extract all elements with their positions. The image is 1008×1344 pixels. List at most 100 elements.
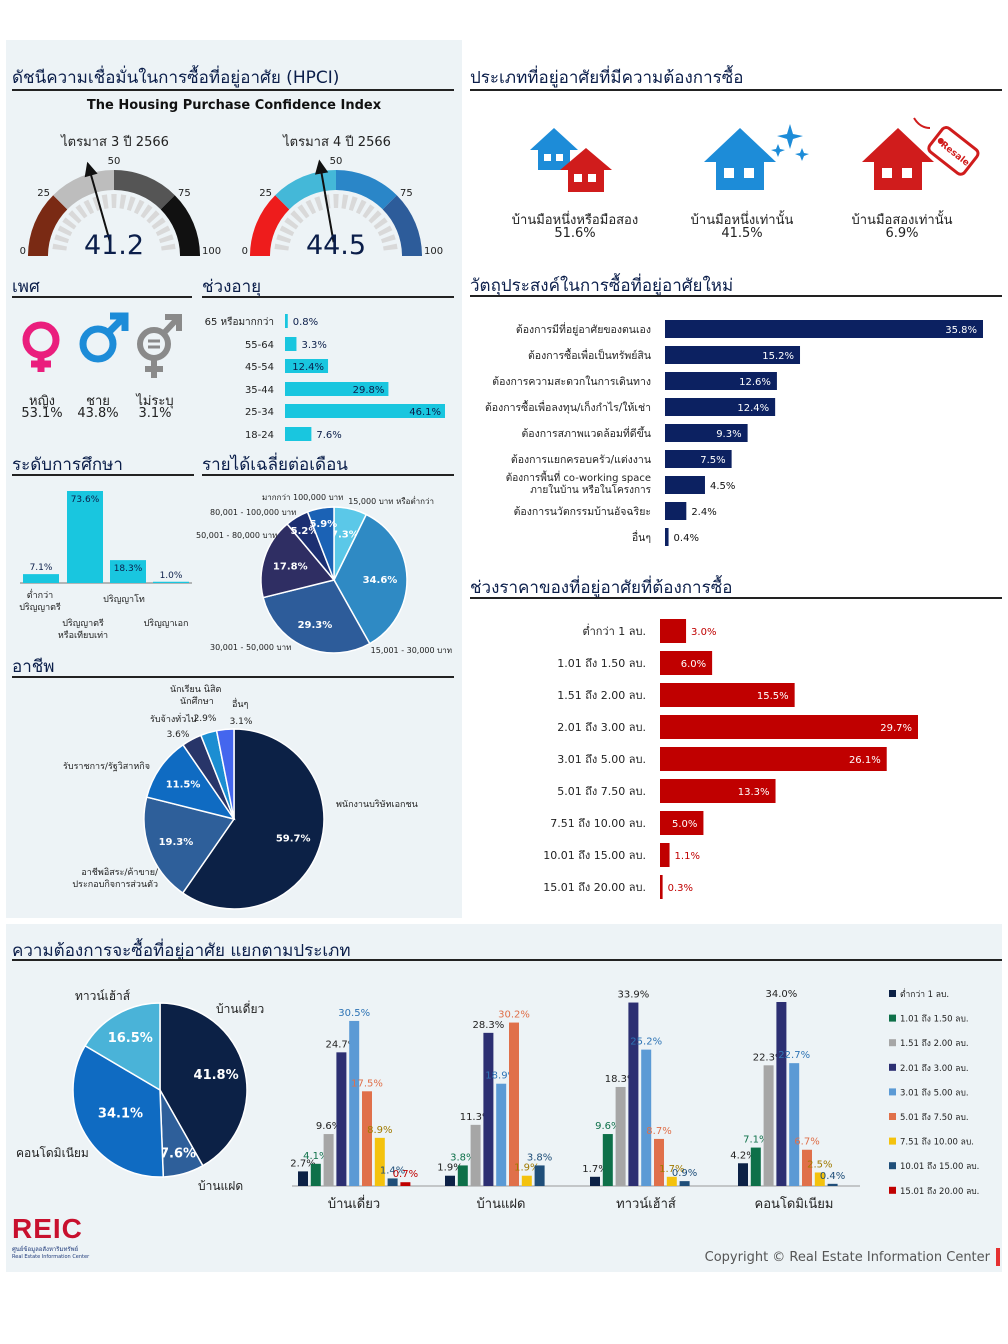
purpose-bar-label: 7.5%: [700, 455, 725, 466]
gauge-1-label: ไตรมาส 3 ปี 2566: [61, 135, 169, 150]
age-title: ช่วงอายุ: [202, 277, 262, 297]
gender-rule: [12, 296, 192, 298]
price-bar: [660, 747, 887, 771]
purpose-category-label: ต้องการพื้นที่ co-working space: [506, 470, 651, 484]
price-bar-label: 5.0%: [672, 819, 697, 830]
purpose-bar: [665, 450, 732, 468]
price-bar: [660, 715, 918, 739]
gender-female-label: หญิง: [29, 394, 55, 409]
reic-logo-text: REIC: [12, 1213, 83, 1244]
type-2-label: บ้านมือหนึ่งเท่านั้น: [690, 213, 794, 228]
price-bar: [660, 683, 795, 707]
copyright-text: Copyright © Real Estate Information Cent…: [704, 1250, 990, 1265]
price-bar: [660, 779, 776, 803]
education-rule: [12, 474, 194, 476]
price-bar-label: 13.3%: [738, 787, 770, 798]
reic-logo-sub-th: ศูนย์ข้อมูลอสังหาริมทรัพย์: [12, 1246, 79, 1253]
purpose-bar-label: 15.2%: [762, 351, 794, 362]
purpose-bar-label: 12.6%: [739, 377, 771, 388]
occupation-rule: [12, 676, 454, 678]
male-icon: [79, 312, 129, 363]
types-rule: [470, 89, 1002, 91]
price-title: ช่วงราคาของที่อยู่อาศัยที่ต้องการซื้อ: [470, 578, 733, 598]
purpose-bar-label: 0.4%: [674, 533, 699, 544]
purpose-category-label: ภายในบ้าน หรือในโครงการ: [530, 483, 651, 496]
purpose-bar: [665, 398, 776, 416]
hpci-title: ดัชนีความเชื่อมั่นในการซื้อที่อยู่อาศัย …: [12, 68, 340, 88]
purpose-bar: [665, 372, 777, 390]
gender-male-label: ชาย: [86, 394, 110, 409]
demand-rule: [12, 959, 1002, 961]
hpci-rule: [12, 89, 454, 91]
price-bar-label: 29.7%: [880, 723, 912, 734]
purpose-title: วัตถุประสงค์ในการซื้อที่อยู่อาศัยใหม่: [470, 276, 734, 296]
price-category-label: 1.01 ถึง 1.50 ลบ.: [557, 657, 646, 670]
age-rule: [202, 296, 454, 298]
purpose-category-label: ต้องการนวัตกรรมบ้านอัจฉริยะ: [514, 506, 651, 518]
new-house-icon: [704, 124, 809, 190]
demand-title: ความต้องการจะซื้อที่อยู่อาศัย แยกตามประเ…: [12, 941, 351, 961]
gender-female-value: 53.1%: [21, 406, 63, 421]
purpose-bar: [665, 320, 983, 338]
price-category-label: 5.01 ถึง 7.50 ลบ.: [557, 785, 646, 798]
purpose-bar: [665, 424, 748, 442]
price-bar-label: 1.1%: [675, 851, 700, 862]
purpose-bar-label: 2.4%: [691, 507, 716, 518]
type-3-value: 6.9%: [885, 226, 919, 241]
price-bar-label: 26.1%: [849, 755, 881, 766]
purpose-category-label: ต้องการมีที่อยู่อาศัยของตนเอง: [516, 322, 651, 336]
purpose-category-label: ต้องการซื้อเพื่อลงทุน/เก็งกำไร/ให้เช่า: [485, 400, 651, 414]
type-2-value: 41.5%: [721, 226, 763, 241]
price-bar: [660, 619, 687, 643]
price-category-label: 3.01 ถึง 5.00 ลบ.: [557, 753, 646, 766]
purpose-bar-label: 35.8%: [945, 325, 977, 336]
purpose-bar-label: 12.4%: [737, 403, 769, 414]
purpose-category-label: ต้องการแยกครอบครัว/แต่งงาน: [511, 454, 651, 466]
price-bar-label: 15.5%: [757, 691, 789, 702]
gauge-2-label: ไตรมาส 4 ปี 2566: [283, 135, 391, 150]
genderless-icon: [137, 314, 182, 378]
price-category-label: 1.51 ถึง 2.00 ลบ.: [557, 689, 646, 702]
copyright-accent: [996, 1248, 1000, 1266]
price-bar-label: 0.3%: [668, 883, 693, 894]
type-3-label: บ้านมือสองเท่านั้น: [851, 213, 953, 228]
type-1-label: บ้านมือหนึ่งหรือมือสอง: [511, 213, 639, 228]
occupation-title: อาชีพ: [12, 657, 55, 677]
resale-house-icon: Resale: [862, 117, 980, 190]
type-1-value: 51.6%: [554, 226, 596, 241]
purpose-rule: [470, 295, 1002, 297]
price-bar: [660, 811, 704, 835]
purpose-bar: [665, 502, 687, 520]
purpose-category-label: ต้องการความสะดวกในการเดินทาง: [492, 375, 651, 388]
education-title: ระดับการศึกษา: [12, 455, 123, 475]
price-category-label: 7.51 ถึง 10.00 ลบ.: [550, 817, 646, 830]
price-bar: [660, 843, 670, 867]
hpci-subtitle: The Housing Purchase Confidence Index: [86, 98, 382, 113]
gender-male-value: 43.8%: [77, 406, 119, 421]
income-title: รายได้เฉลี่ยต่อเดือน: [202, 455, 348, 475]
female-icon: [22, 321, 60, 372]
gender-title: เพศ: [12, 277, 40, 297]
purpose-bar: [665, 476, 705, 494]
price-rule: [470, 597, 1002, 599]
price-category-label: 10.01 ถึง 15.00 ลบ.: [543, 849, 646, 862]
price-category-label: ต่ำกว่า 1 ลบ.: [582, 623, 646, 638]
new-and-resale-house-icon: [530, 128, 612, 192]
price-bar: [660, 875, 663, 899]
price-bar: [660, 651, 713, 675]
purpose-bar: [665, 528, 669, 546]
purpose-category-label: ต้องการซื้อเพื่อเป็นทรัพย์สิน: [528, 348, 651, 362]
price-category-label: 2.01 ถึง 3.00 ลบ.: [557, 721, 646, 734]
price-category-label: 15.01 ถึง 20.00 ลบ.: [543, 881, 646, 894]
price-bar-label: 3.0%: [691, 627, 716, 638]
types-title: ประเภทที่อยู่อาศัยที่มีความต้องการซื้อ: [470, 68, 744, 88]
income-rule: [202, 474, 454, 476]
left-panel: [6, 40, 462, 918]
purpose-bar-label: 9.3%: [716, 429, 741, 440]
gender-unspecified-value: 3.1%: [138, 406, 172, 421]
purpose-category-label: อื่นๆ: [632, 530, 651, 544]
reic-logo: REIC ศูนย์ข้อมูลอสังหาริมทรัพย์ Real Est…: [12, 1214, 92, 1266]
gender-unspecified-label: ไม่ระบุ: [136, 394, 174, 409]
purpose-bar: [665, 346, 801, 364]
purpose-category-label: ต้องการสภาพแวดล้อมที่ดีขึ้น: [521, 426, 651, 440]
